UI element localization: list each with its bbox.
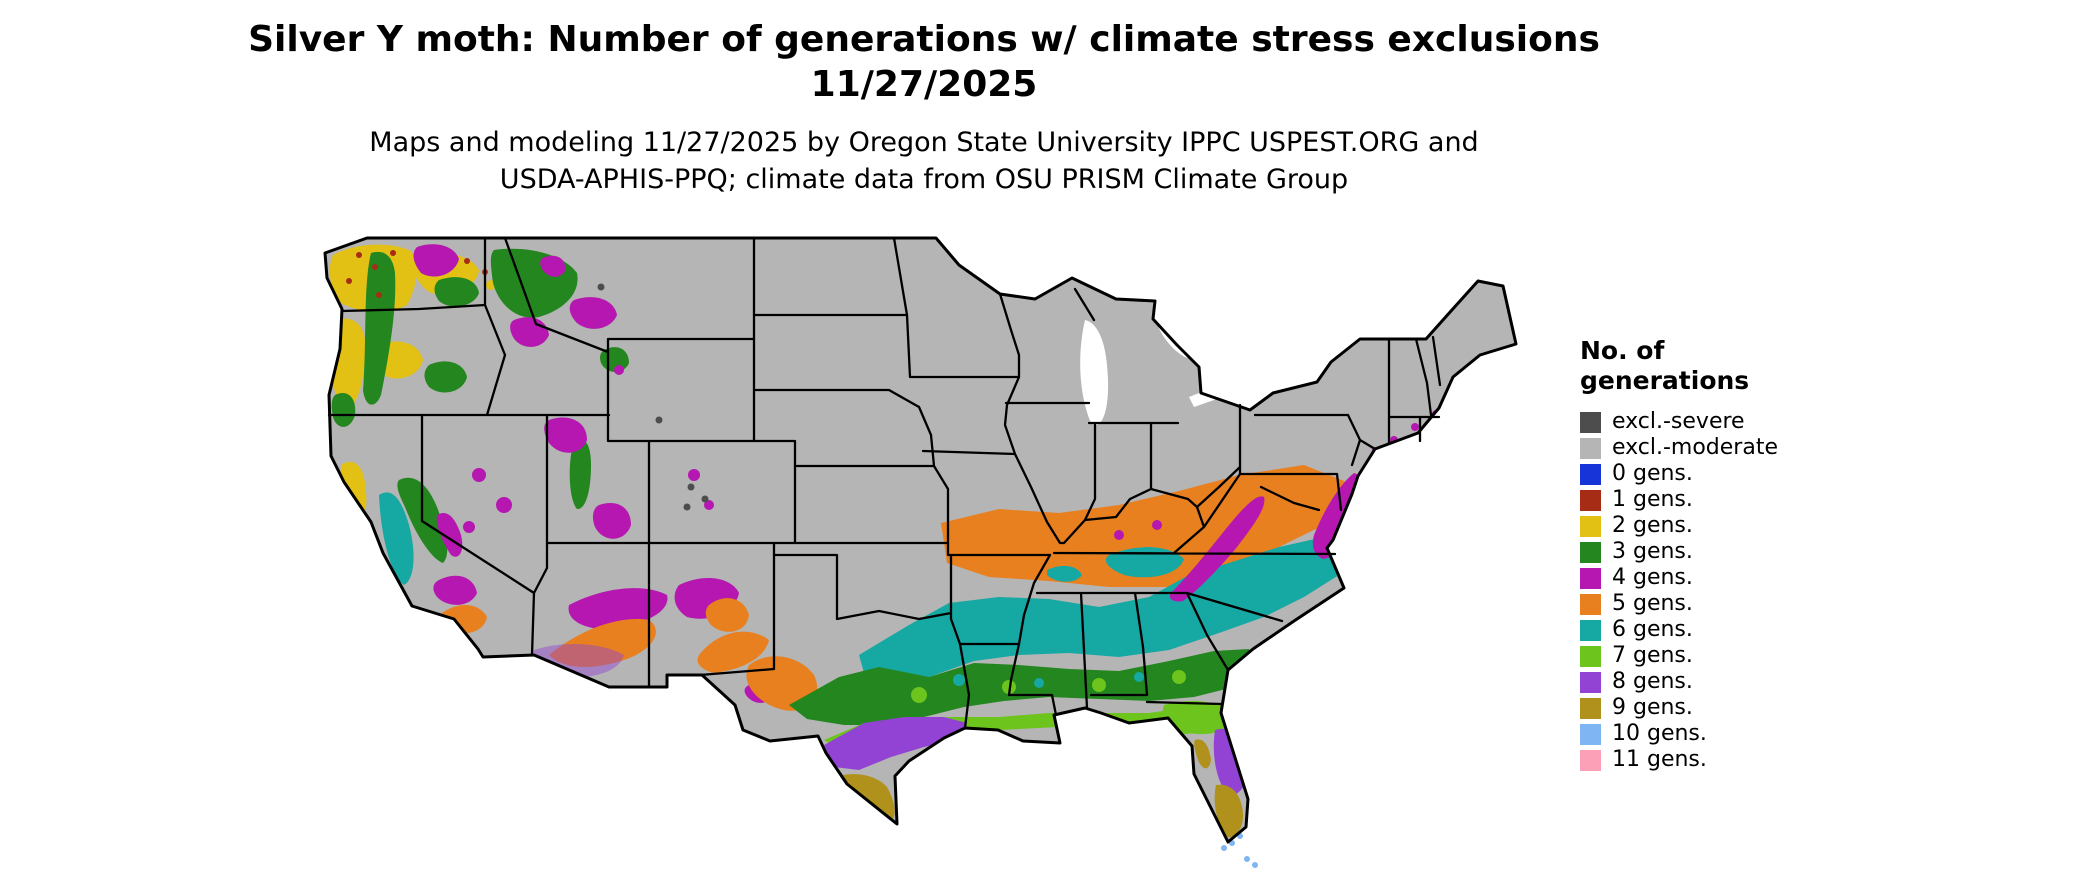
legend-color-swatch [1580,671,1601,693]
legend-entry-label: excl.-moderate [1612,435,1778,460]
legend-entry: 0 gens. [1580,461,1778,487]
us-map-svg [323,236,1518,868]
us-outline [323,236,1518,844]
credit-line1: Maps and modeling 11/27/2025 by Oregon S… [369,127,1479,159]
legend-color-swatch [1580,515,1601,537]
legend-entry: 7 gens. [1580,643,1778,669]
legend-color-swatch [1580,567,1601,589]
legend-title: No. of generations [1580,336,1778,395]
state-borders [327,236,1442,730]
legend-entry-label: 10 gens. [1612,721,1707,746]
map-title-line1: Silver Y moth: Number of generations w/ … [248,19,1600,60]
credit-line2: USDA-APHIS-PPQ; climate data from OSU PR… [499,164,1349,196]
map-data-layers [325,238,1516,842]
legend-entry-label: 5 gens. [1612,591,1693,616]
legend-entry: excl.-moderate [1580,435,1778,461]
legend-entry: 3 gens. [1580,539,1778,565]
legend-entry-label: 4 gens. [1612,565,1693,590]
legend-entry: 10 gens. [1580,721,1778,747]
layer-10-gens [1221,833,1258,868]
legend-color-swatch [1580,437,1601,459]
legend-entry-label: excl.-severe [1612,409,1745,434]
legend-entry-label: 7 gens. [1612,643,1693,668]
layer-southern-green-band [789,649,1257,725]
legend-title-line1: No. of [1580,336,1665,365]
layer-excl-severe [597,283,709,511]
legend-color-swatch [1580,489,1601,511]
legend-entry-label: 3 gens. [1612,539,1693,564]
legend-color-swatch [1580,463,1601,485]
layer-6-gens-speckle [953,672,1144,688]
legend-entry: 11 gens. [1580,747,1778,773]
legend-entry-label: 6 gens. [1612,617,1693,642]
legend-entry: 6 gens. [1580,617,1778,643]
legend-entry-label: 11 gens. [1612,747,1707,772]
legend-color-swatch [1580,749,1601,771]
legend-color-swatch [1580,619,1601,641]
legend-color-swatch [1580,411,1601,433]
legend-entry-label: 0 gens. [1612,461,1693,486]
legend-color-swatch [1580,593,1601,615]
legend: No. of generations excl.-severe excl.-mod… [1580,336,1778,773]
legend-entry-label: 9 gens. [1612,695,1693,720]
legend-entry-label: 1 gens. [1612,487,1693,512]
legend-color-swatch [1580,697,1601,719]
legend-title-line2: generations [1580,365,1750,395]
legend-entry: 4 gens. [1580,565,1778,591]
legend-entry: 5 gens. [1580,591,1778,617]
legend-color-swatch [1580,723,1601,745]
map-title-date: 11/27/2025 [810,64,1038,106]
excluded-moderate-base [325,238,1516,842]
legend-entries: excl.-severe excl.-moderate 0 gens. 1 gens.… [1580,409,1778,773]
legend-entry: 9 gens. [1580,695,1778,721]
legend-entry: 2 gens. [1580,513,1778,539]
legend-entry-label: 8 gens. [1612,669,1693,694]
legend-color-swatch [1580,645,1601,667]
layer-1-gens [346,250,488,298]
legend-entry: excl.-severe [1580,409,1778,435]
legend-color-swatch [1580,541,1601,563]
legend-entry: 8 gens. [1580,669,1778,695]
legend-entry-label: 2 gens. [1612,513,1693,538]
map-header: Silver Y moth: Number of generations w/ … [248,16,1600,200]
legend-entry: 1 gens. [1580,487,1778,513]
great-lakes [1080,299,1333,425]
us-generations-map [319,225,1519,885]
